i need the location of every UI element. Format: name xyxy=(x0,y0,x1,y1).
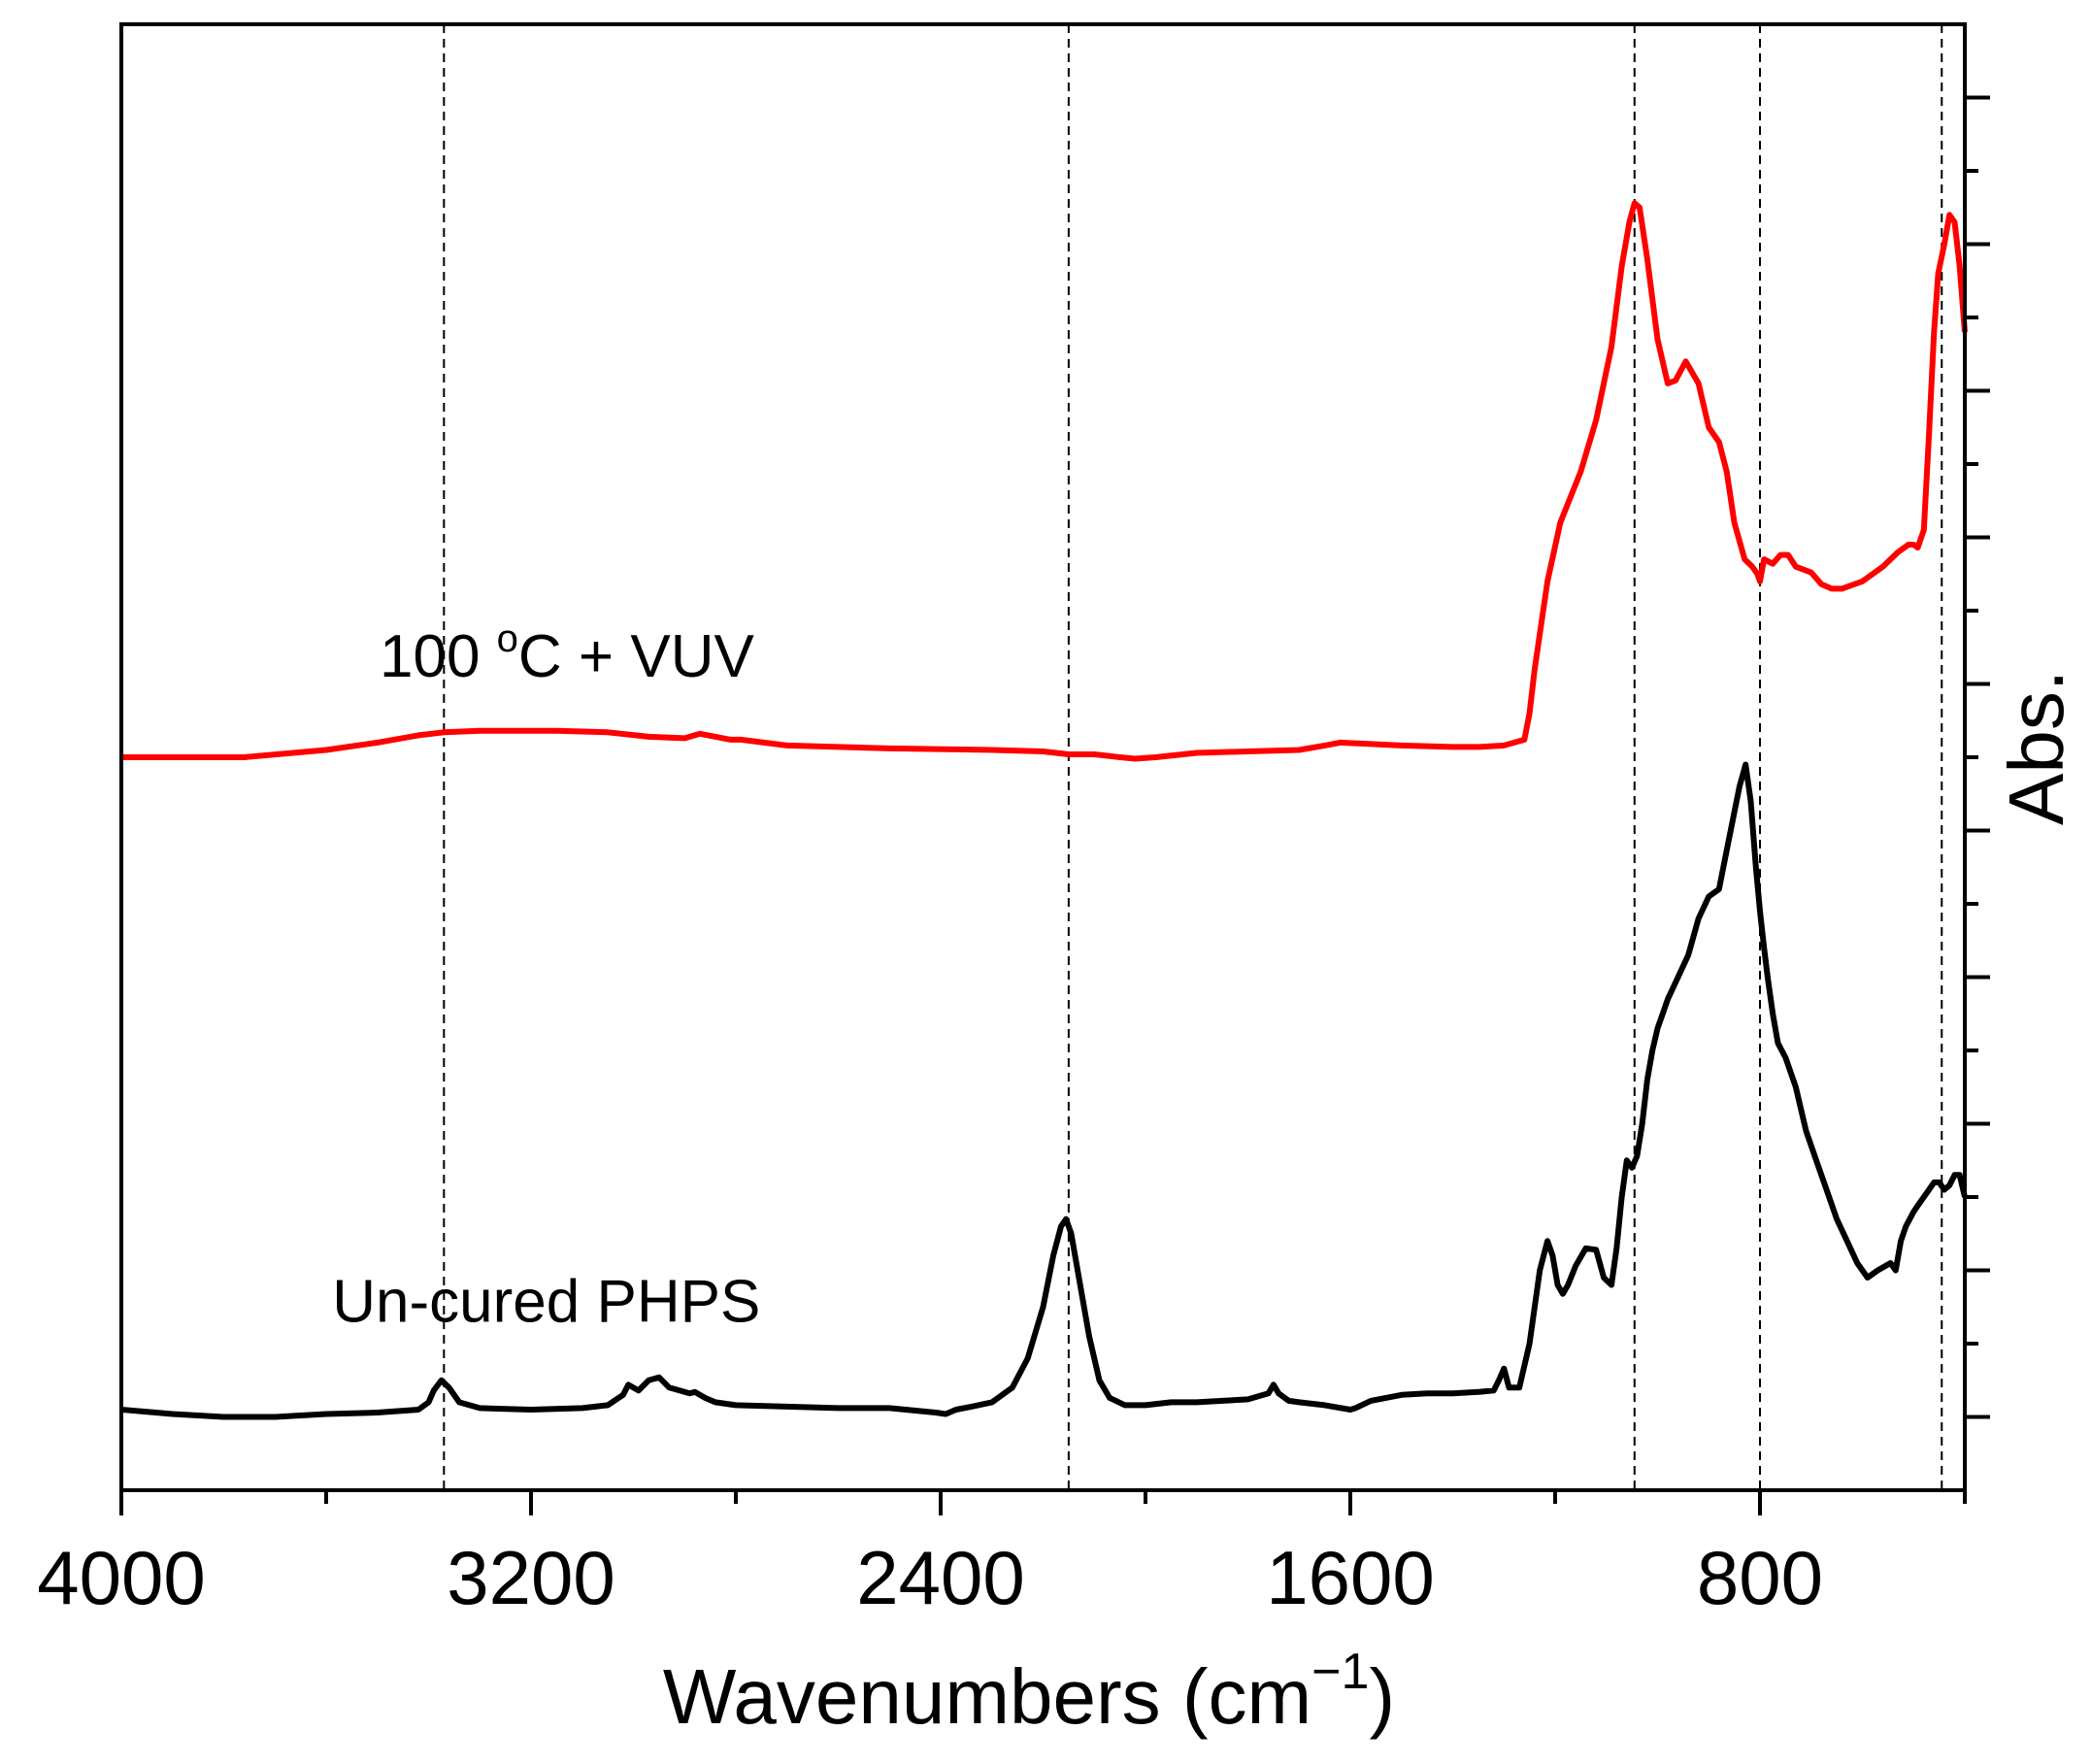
annotation-vuv-end: C + VUV xyxy=(518,623,755,690)
annotation-vuv-superscript: o xyxy=(497,617,518,660)
x-tick-label: 3200 xyxy=(447,1535,615,1620)
annotation-vuv-main: 100 xyxy=(380,623,497,690)
x-tick-label: 800 xyxy=(1697,1535,1823,1620)
x-tick-label: 1600 xyxy=(1266,1535,1435,1620)
series-line-vuv xyxy=(121,200,1968,762)
x-axis-title-end: ) xyxy=(1369,1653,1395,1740)
series-line-uncured xyxy=(120,761,1968,1420)
annotation-vuv-label: 100 oC + VUV xyxy=(380,617,754,690)
annotation-uncured-label: Un-cured PHPS xyxy=(332,1268,760,1335)
x-axis-title-superscript: −1 xyxy=(1311,1644,1369,1700)
x-axis-title: Wavenumbers (cm−1) xyxy=(663,1644,1395,1740)
reference-lines xyxy=(443,24,1943,1490)
x-tick-label: 2400 xyxy=(856,1535,1025,1620)
x-tick-label: 4000 xyxy=(37,1535,206,1620)
y-axis-ticks xyxy=(1965,95,1990,1419)
series-group xyxy=(120,200,1968,1420)
x-axis-ticks xyxy=(119,1490,1967,1515)
y-axis-title: Abs. xyxy=(1993,670,2079,825)
x-axis-tick-labels: 4000 3200 2400 1600 800 xyxy=(37,1535,1823,1620)
x-axis-title-main: Wavenumbers (cm xyxy=(663,1653,1311,1740)
